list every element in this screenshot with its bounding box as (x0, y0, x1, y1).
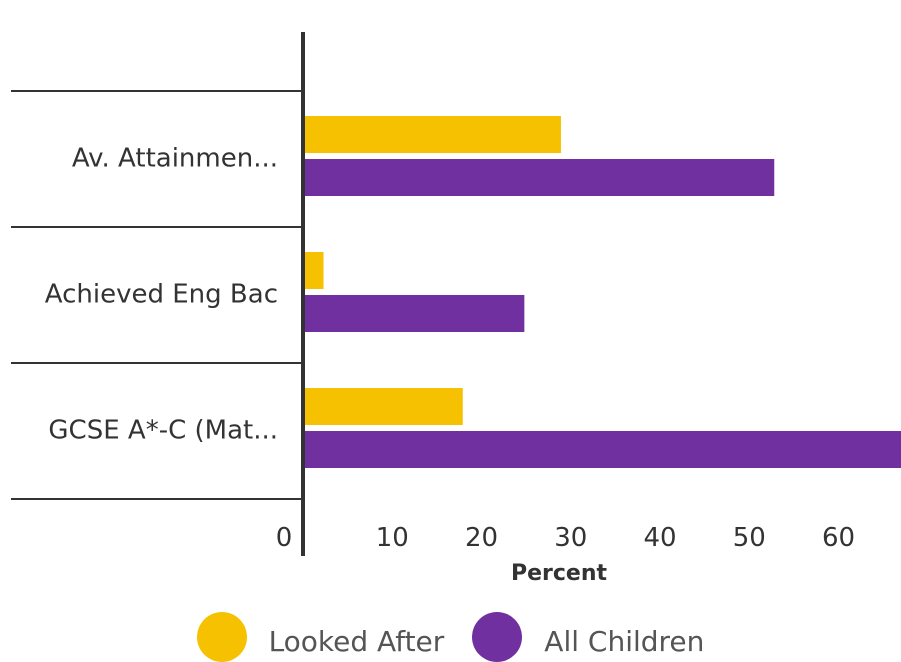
x-tick-label: 30 (554, 523, 587, 553)
x-tick-label: 50 (733, 523, 766, 553)
legend-swatch-looked-after (196, 612, 247, 662)
bar-all-children (303, 295, 525, 332)
bar-looked-after (303, 252, 324, 289)
legend: Looked After All Children (0, 612, 901, 662)
bar-chart: Av. Attainmen... Achieved Eng Bac GCSE A*-… (11, 32, 901, 586)
x-tick-label: 0 (276, 523, 293, 553)
category-label: Achieved Eng Bac (45, 280, 278, 310)
bar-looked-after (303, 116, 561, 153)
x-axis-title: Percent (511, 561, 608, 586)
bar-all-children (303, 159, 775, 196)
bar-all-children (303, 431, 901, 468)
bar-looked-after (303, 388, 463, 425)
x-tick-label: 40 (643, 523, 676, 553)
legend-label-all-children: All Children (544, 624, 705, 658)
legend-item-all-children[interactable]: All Children (472, 612, 704, 662)
category-label: Av. Attainmen... (72, 144, 278, 174)
legend-item-looked-after[interactable]: Looked After (196, 612, 445, 662)
x-tick-label: 20 (465, 523, 498, 553)
legend-label-looked-after: Looked After (268, 624, 445, 658)
legend-swatch-all-children (472, 612, 523, 662)
category-label: GCSE A*-C (Mat... (48, 416, 278, 446)
x-tick-label: 10 (376, 523, 409, 553)
x-tick-label: 60 (822, 523, 855, 553)
